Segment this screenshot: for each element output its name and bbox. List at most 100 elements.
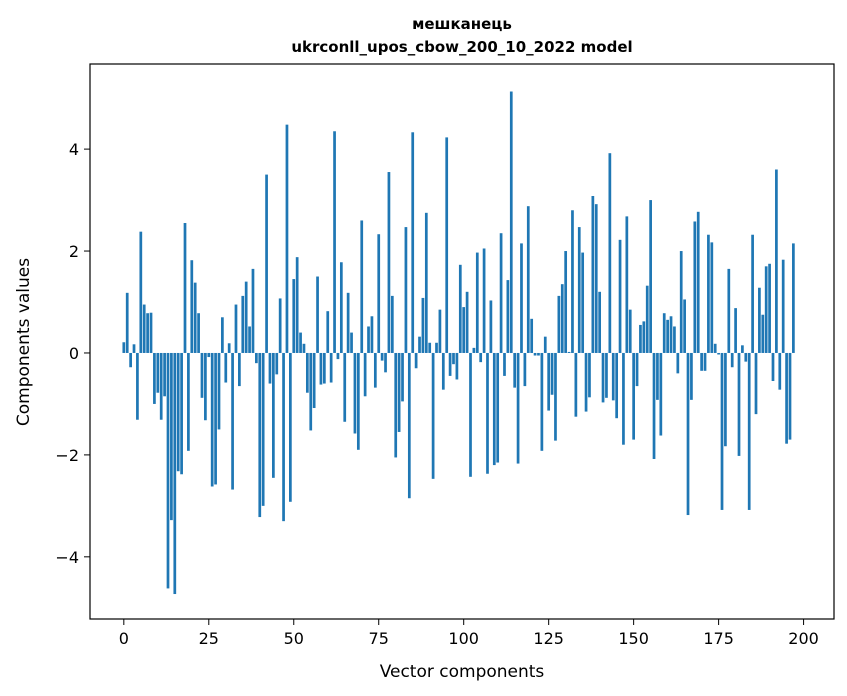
bar-84	[407, 352, 411, 499]
bar-33	[234, 304, 238, 353]
bar-107	[486, 352, 489, 474]
bar-76	[380, 352, 384, 361]
bar-161	[669, 316, 673, 353]
bar-36	[244, 281, 248, 353]
bar-44	[272, 352, 275, 478]
bar-175	[717, 352, 720, 355]
bar-27	[214, 352, 217, 485]
bar-196	[788, 352, 792, 440]
bar-68	[353, 352, 357, 434]
x-tick-label-50: 50	[284, 629, 304, 648]
bar-117	[520, 243, 523, 353]
bar-99	[458, 264, 462, 353]
bar-89	[424, 212, 428, 353]
bar-155	[649, 200, 652, 353]
bar-74	[373, 352, 377, 388]
bar-19	[187, 352, 190, 451]
bar-71	[363, 352, 367, 397]
bar-148	[625, 216, 629, 353]
bar-29	[221, 317, 224, 353]
bar-183	[744, 352, 748, 362]
bar-116	[516, 352, 520, 464]
x-tick-label-25: 25	[199, 629, 219, 648]
bar-118	[523, 352, 527, 387]
bar-169	[696, 211, 700, 353]
bar-87	[418, 336, 421, 353]
bar-95	[445, 137, 449, 353]
bar-164	[679, 251, 683, 353]
bar-101	[465, 291, 469, 353]
y-tick-label-4: 4	[69, 140, 79, 159]
bar-7	[146, 313, 149, 353]
bar-70	[360, 220, 364, 353]
bar-133	[574, 352, 578, 417]
bar-184	[747, 352, 751, 510]
bar-92	[435, 342, 438, 353]
bar-143	[608, 153, 612, 353]
bar-54	[305, 352, 309, 393]
bar-94	[441, 352, 445, 390]
bar-149	[628, 309, 632, 353]
y-axis-ticks: −4 −2 0 2 4	[55, 140, 90, 567]
bars-group	[122, 91, 795, 595]
bar-41	[261, 352, 265, 506]
bar-0	[122, 342, 126, 353]
bar-78	[387, 172, 391, 353]
bar-93	[438, 309, 442, 353]
bar-154	[645, 285, 649, 353]
bar-141	[601, 352, 605, 403]
bar-187	[758, 287, 761, 353]
bar-186	[754, 352, 758, 415]
bar-142	[605, 352, 608, 398]
bar-9	[153, 352, 156, 404]
y-tick-label-0: 0	[69, 344, 79, 363]
bar-150	[632, 352, 635, 440]
bar-188	[761, 314, 765, 353]
bar-21	[193, 282, 197, 353]
bar-172	[707, 234, 710, 353]
bar-126	[550, 352, 554, 395]
bar-17	[180, 352, 183, 475]
bar-121	[533, 352, 537, 356]
chart-title-line2: ukrconll_upos_cbow_200_10_2022 model	[291, 38, 632, 56]
bar-15	[173, 352, 177, 595]
bar-57	[316, 276, 319, 353]
bar-189	[764, 266, 768, 353]
bar-26	[210, 352, 214, 487]
bar-160	[666, 319, 669, 353]
bar-166	[686, 352, 690, 516]
bar-191	[771, 352, 775, 381]
bar-12	[163, 352, 166, 397]
bar-145	[615, 352, 619, 419]
bar-134	[577, 227, 581, 353]
bar-129	[560, 284, 564, 353]
bar-69	[356, 352, 360, 450]
bar-58	[319, 352, 323, 385]
x-axis-label: Vector components	[380, 662, 545, 682]
bar-103	[472, 347, 476, 353]
bar-14	[170, 352, 173, 521]
bar-102	[469, 352, 472, 477]
bar-108	[489, 300, 493, 353]
bar-131	[567, 351, 571, 353]
bar-130	[564, 251, 568, 353]
bar-46	[278, 298, 282, 353]
bar-192	[775, 169, 778, 353]
bar-55	[309, 352, 313, 431]
bar-128	[557, 295, 561, 353]
bar-61	[329, 352, 333, 383]
bar-195	[785, 352, 788, 444]
bar-96	[448, 352, 452, 376]
y-tick-label-2: 2	[69, 242, 79, 261]
bar-47	[282, 352, 285, 522]
bar-35	[241, 295, 245, 353]
bar-1	[125, 292, 129, 353]
bar-193	[778, 352, 782, 390]
bar-86	[414, 352, 418, 369]
x-tick-label-0: 0	[119, 629, 129, 648]
bar-174	[713, 343, 717, 353]
bar-157	[656, 352, 659, 400]
bar-11	[159, 352, 163, 420]
y-axis-label: Components values	[14, 258, 34, 426]
